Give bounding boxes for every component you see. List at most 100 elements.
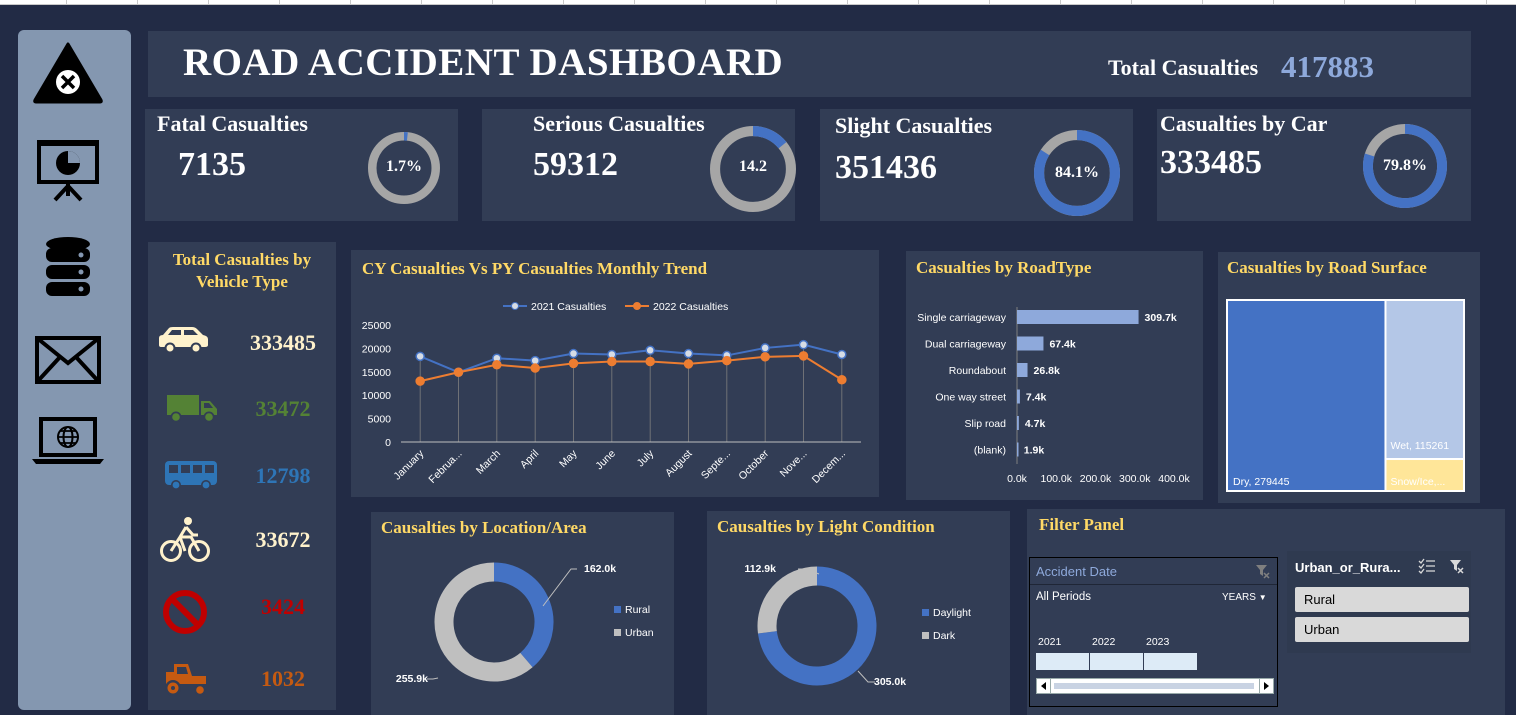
vehicle-value: 33472 [255,396,311,421]
ring-value-arc [1363,124,1447,208]
time-level-label: YEARS [1222,592,1256,603]
kpi-card-serious: Serious Casualties 59312 14.2 [482,109,796,221]
timeline-bar-2023[interactable] [1144,653,1197,670]
road-surface-panel: Casualties by Road Surface Dry, 279445 We… [1218,252,1480,503]
x-tick-label: August [663,448,695,480]
kpi-value: 333485 [1160,144,1262,181]
slicer-option-label: Urban [1304,622,1340,637]
kpi-label: Serious Casualties [533,111,705,136]
time-level-dropdown[interactable]: YEARS ▼ [1222,592,1267,603]
accident-date-slicer: Accident Date All Periods YEARS ▼ 2021 2… [1029,557,1278,707]
vehicle-row-bicycle: 33672 [148,515,336,565]
kpi-label: Slight Casualties [835,113,993,138]
clear-filter-icon[interactable] [1254,563,1270,579]
treemap-cell-wet [1384,299,1466,461]
tractor-icon [165,664,206,696]
legend-marker [633,302,641,310]
road-type-panel: Casualties by RoadType Single carriagewa… [906,251,1203,500]
road-surface-chart: Dry, 279445 Wet, 115261 Snow/Ice,... [1226,299,1466,492]
vehicle-row-other: 3424 [148,584,336,634]
vehicle-value: 1032 [261,666,305,691]
y-tick-label: 15000 [362,367,391,379]
data-point [798,351,809,361]
treemap-label: Dry, 279445 [1233,476,1290,488]
x-tick-label: 0.0k [1007,473,1028,485]
scroll-right-button[interactable] [1259,679,1273,693]
category-label: Dual carriageway [925,339,1007,351]
timeline-bar-2021[interactable] [1036,653,1089,670]
database-icon[interactable] [18,235,118,299]
legend-label: Urban [625,627,654,639]
y-tick-label: 0 [385,437,391,449]
data-label: 26.8k [1034,365,1060,377]
legend-marker [511,302,519,310]
total-casualties-value: 417883 [1281,49,1374,84]
clear-filter-icon[interactable] [1448,558,1464,574]
location-chart: 162.0k Rural 255.9k Urban [396,562,654,685]
data-point [568,348,579,359]
vehicle-row-car: 333485 [148,318,336,368]
vehicle-type-title-line2: Vehicle Type [196,272,288,291]
bar [1017,389,1020,404]
leader-line [798,568,820,575]
x-tick-label: 300.0k [1119,473,1151,485]
scroll-thumb[interactable] [1054,683,1254,689]
data-label: 162.0k [584,563,616,575]
data-point [415,376,425,386]
scroll-left-button[interactable] [1037,679,1051,693]
donut-slice [757,566,818,634]
x-tick-label: July [635,447,657,469]
car-icon [159,327,208,354]
data-point [760,343,770,353]
slicer-title: Accident Date [1036,564,1117,579]
data-point [568,358,579,369]
slicer-option-urban[interactable]: Urban [1295,617,1469,642]
data-point [492,360,502,370]
x-tick-label: Septe... [699,448,733,482]
legend-label: Rural [625,604,650,616]
x-tick-label: Februa... [426,448,464,486]
vehicle-type-panel: Total Casualties by Vehicle Type 333485 … [148,242,336,710]
timeline-scrollbar[interactable] [1036,678,1274,694]
kpi-ring [367,131,441,205]
slicer-title: Urban_or_Rura... [1295,560,1401,575]
ring-value-arc [1034,130,1120,216]
bar [1017,310,1139,324]
kpi-value: 7135 [178,146,246,183]
vehicle-value: 33672 [255,527,311,552]
timeline-bar-2022[interactable] [1090,653,1143,670]
data-point [798,339,809,350]
kpi-percent: 14.2 [739,158,767,175]
data-point [837,349,847,360]
legend-swatch [614,606,621,613]
truck-icon [167,395,217,423]
slicer-option-rural[interactable]: Rural [1295,587,1469,612]
chevron-down-icon: ▼ [1258,593,1267,602]
x-tick-label: March [474,448,503,477]
presentation-icon[interactable] [18,136,118,202]
mail-icon[interactable] [18,335,118,385]
x-tick-label: 100.0k [1040,473,1072,485]
kpi-card-fatal: Fatal Casualties 7135 1.7% [145,109,458,221]
category-label: Single carriageway [917,312,1006,324]
multi-select-icon[interactable] [1418,558,1436,574]
bar [1017,442,1019,457]
legend-label: 2021 Casualties [531,301,606,313]
leader-line [542,568,577,607]
warning-icon[interactable] [18,40,118,104]
ring-value-arc [752,126,787,149]
light-panel: Causalties by Light Condition 305.0k Dayl… [707,511,1010,715]
donut-slice [493,562,554,668]
road-surface-title: Casualties by Road Surface [1227,258,1427,277]
sheet-grid-strip [0,0,1516,5]
series-line-2022 [419,354,843,383]
legend-label: Dark [933,630,956,642]
leader-line [427,677,439,680]
x-tick-label: October [736,447,771,482]
laptop-globe-icon[interactable] [18,415,118,467]
x-tick-label: January [391,447,426,482]
kpi-card-car: Casualties by Car 333485 79.8% [1157,109,1471,221]
data-point [837,375,847,385]
treemap-cell-dry [1226,299,1387,492]
x-tick-label: May [557,447,580,470]
